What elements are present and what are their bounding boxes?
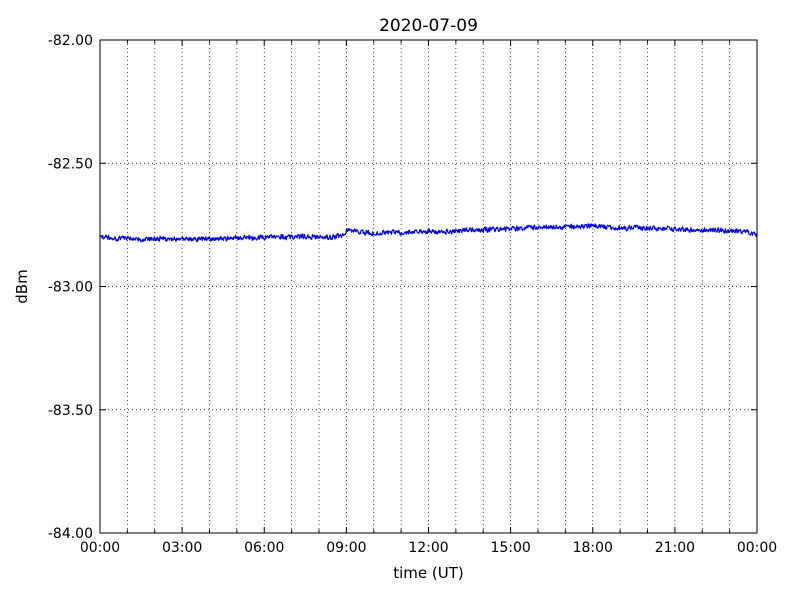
x-tick-label: 03:00: [162, 540, 202, 556]
x-tick-label: 00:00: [80, 540, 120, 556]
x-tick-label: 00:00: [737, 540, 777, 556]
x-tick-label: 15:00: [490, 540, 530, 556]
chart-title: 2020-07-09: [379, 16, 478, 36]
y-axis-label: dBm: [13, 269, 31, 303]
x-tick-label: 18:00: [573, 540, 613, 556]
y-tick-label: -84.00: [48, 526, 93, 542]
x-tick-label: 06:00: [244, 540, 284, 556]
x-tick-label: 21:00: [655, 540, 695, 556]
y-tick-label: -82.00: [48, 33, 93, 49]
y-tick-label: -83.50: [48, 403, 93, 419]
data-line-received-power: [99, 223, 758, 243]
x-tick-label: 09:00: [326, 540, 366, 556]
x-tick-label: 12:00: [408, 540, 448, 556]
y-tick-label: -82.50: [48, 156, 93, 172]
y-tick-label: -83.00: [48, 280, 93, 296]
x-axis-label: time (UT): [393, 564, 464, 582]
